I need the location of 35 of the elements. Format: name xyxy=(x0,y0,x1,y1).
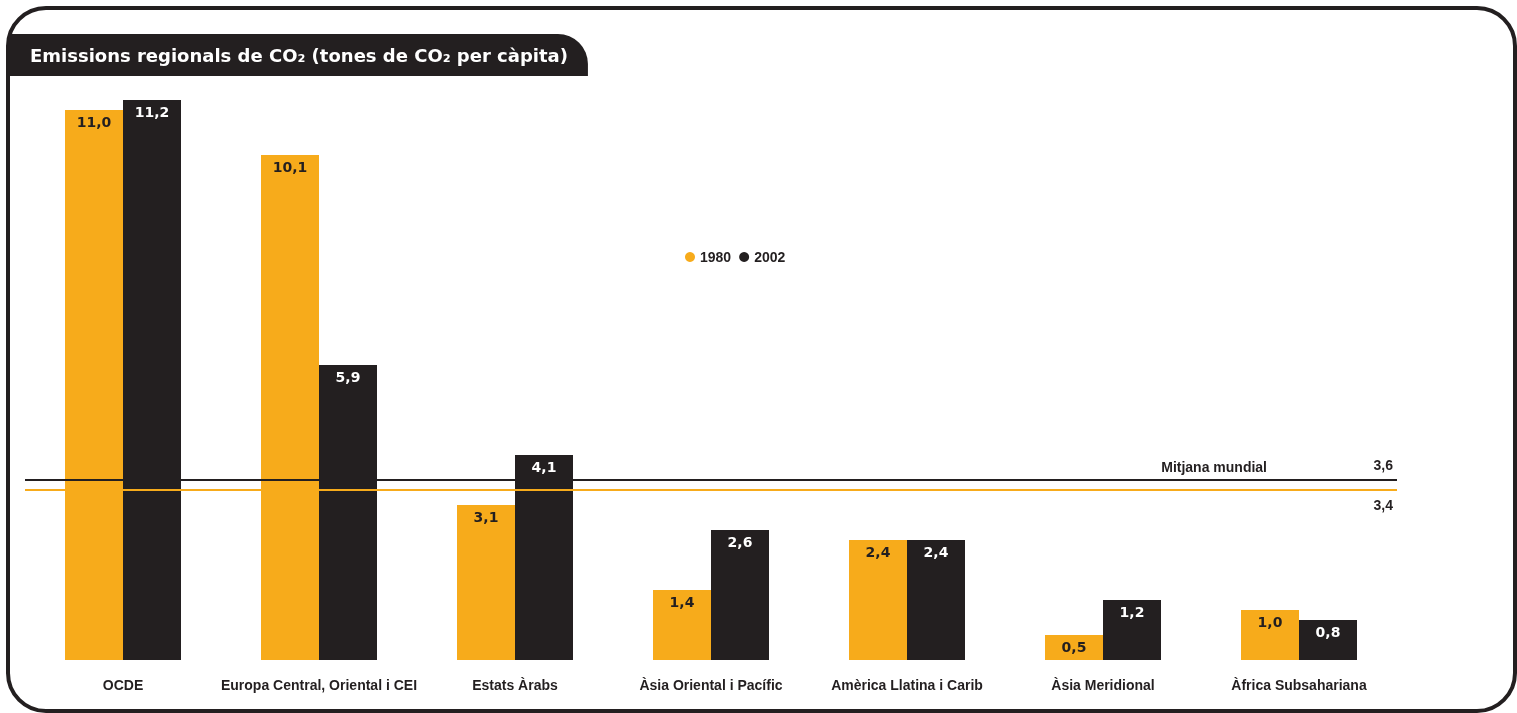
x-tick-label: Europa Central, Oriental i CEI xyxy=(220,677,418,693)
x-tick-label: Amèrica Llatina i Carib xyxy=(831,677,983,693)
data-label: 1,2 xyxy=(1119,604,1145,620)
data-label: 4,1 xyxy=(531,459,557,475)
bar xyxy=(1299,620,1357,660)
x-tick-label: Àsia Oriental i Pacífic xyxy=(639,677,783,693)
bar xyxy=(907,540,965,660)
data-label: 0,5 xyxy=(1061,639,1087,655)
data-label: 3,1 xyxy=(473,509,499,525)
annotation: Mitjana mundial xyxy=(1161,459,1268,475)
bar xyxy=(653,590,711,660)
bar xyxy=(457,505,515,660)
ref-line-label: 3,6 xyxy=(1373,457,1394,473)
bar xyxy=(849,540,907,660)
data-label: 11,0 xyxy=(76,114,112,130)
data-label: 2,4 xyxy=(923,544,949,560)
chart-title: Emissions regionals de CO₂ (tones de CO₂ per càpita) xyxy=(30,44,568,66)
x-tick-label: Estats Àrabs xyxy=(472,677,559,693)
x-tick-label: OCDE xyxy=(102,677,144,693)
data-label: 11,2 xyxy=(134,104,170,120)
bar xyxy=(711,530,769,660)
data-label: 2,6 xyxy=(727,534,753,550)
legend-label: 2002 xyxy=(754,249,786,265)
bar xyxy=(1103,600,1161,660)
x-tick-label: Àfrica Subsahariana xyxy=(1231,677,1367,693)
data-label: 1,0 xyxy=(1257,614,1283,630)
x-tick-label: Àsia Meridional xyxy=(1051,677,1155,693)
bar xyxy=(1241,610,1299,660)
data-label: 0,8 xyxy=(1315,624,1341,640)
data-label: 10,1 xyxy=(272,159,308,175)
ref-line-label: 3,4 xyxy=(1373,497,1394,513)
legend-label: 1980 xyxy=(700,249,732,265)
data-label: 5,9 xyxy=(335,369,361,385)
data-label: 2,4 xyxy=(865,544,891,560)
data-label: 1,4 xyxy=(669,594,695,610)
